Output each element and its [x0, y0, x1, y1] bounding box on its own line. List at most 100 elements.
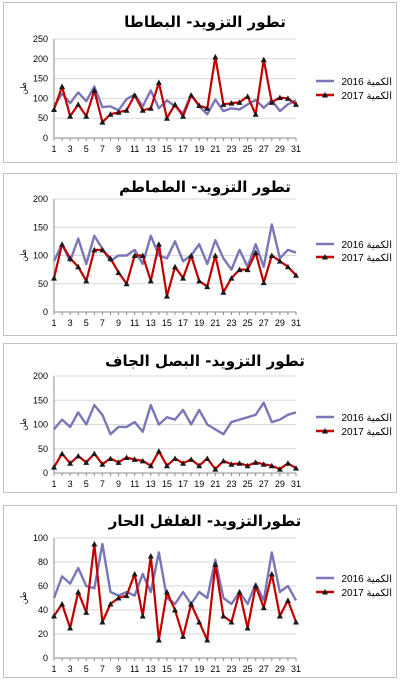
- data-point-2017: [284, 597, 291, 603]
- legend-marker-2017: [322, 254, 328, 260]
- data-point-2017: [155, 79, 162, 86]
- x-tick-label: 11: [130, 318, 139, 328]
- data-point-2017: [228, 100, 235, 106]
- x-tick-label: 17: [178, 664, 188, 674]
- data-point-2017: [99, 246, 106, 253]
- x-tick-label: 19: [194, 144, 204, 154]
- data-point-2017: [196, 102, 203, 109]
- data-point-2017: [284, 95, 291, 101]
- data-point-2017: [188, 601, 195, 607]
- y-tick-label: 150: [33, 222, 48, 232]
- x-tick-label: 7: [100, 144, 105, 154]
- x-tick-label: 9: [116, 318, 121, 328]
- data-point-2017: [91, 450, 98, 457]
- data-point-2017: [244, 266, 251, 273]
- data-point-2017: [75, 453, 82, 459]
- data-point-2017: [91, 541, 98, 547]
- data-point-2017: [115, 459, 122, 465]
- data-point-2017: [172, 263, 178, 270]
- data-point-2017: [244, 625, 251, 631]
- x-tick-label: 13: [146, 479, 156, 489]
- y-tick-label: 0: [43, 307, 48, 317]
- data-point-2017: [204, 455, 211, 461]
- x-tick-label: 15: [162, 479, 172, 489]
- y-tick-label: 100: [33, 251, 48, 261]
- legend-label-2016: الكمية 2016: [341, 77, 392, 88]
- data-point-2017: [244, 462, 251, 469]
- y-tick-label: 60: [38, 581, 48, 591]
- data-point-2017: [236, 266, 243, 273]
- legend-label-2017: الكمية 2017: [341, 588, 392, 599]
- x-tick-label: 13: [146, 318, 156, 328]
- x-tick-label: 25: [243, 664, 253, 674]
- data-point-2017: [212, 466, 219, 472]
- y-axis-label: طن: [19, 249, 28, 261]
- data-point-2017: [147, 553, 154, 559]
- legend-label-2016: الكمية 2016: [341, 574, 392, 585]
- x-tick-label: 13: [146, 144, 156, 154]
- data-point-2017: [268, 252, 275, 258]
- legend-label-2017: الكمية 2017: [341, 427, 392, 438]
- x-tick-label: 23: [226, 479, 236, 489]
- data-point-2017: [83, 277, 90, 284]
- data-point-2017: [67, 460, 74, 466]
- data-point-2017: [139, 252, 146, 258]
- x-tick-label: 7: [100, 479, 105, 489]
- x-tick-label: 21: [210, 664, 220, 674]
- data-point-2017: [220, 457, 227, 464]
- data-point-2017: [123, 454, 130, 460]
- data-point-2017: [115, 595, 122, 601]
- data-point-2017: [139, 457, 146, 464]
- data-point-2017: [99, 461, 106, 467]
- x-tick-label: 21: [210, 144, 220, 154]
- data-point-2017: [107, 601, 114, 607]
- chart-svg: تطورالتزويد- الفلفل الحار 0 20 40 60 80 100 طن 1…: [19, 512, 392, 674]
- x-tick-label: 11: [130, 664, 139, 674]
- data-point-2017: [293, 272, 299, 278]
- x-tick-label: 1: [51, 664, 56, 674]
- y-tick-label: 250: [33, 34, 48, 44]
- x-tick-label: 27: [259, 318, 269, 328]
- data-point-2017: [67, 255, 74, 261]
- data-point-2017: [188, 92, 195, 98]
- x-tick-label: 29: [275, 318, 285, 328]
- chart-title: تطورالتزويد- الفلفل الحار: [108, 512, 302, 530]
- data-point-2017: [67, 625, 74, 631]
- data-point-2017: [131, 252, 138, 258]
- data-point-2017: [212, 561, 219, 567]
- data-point-2017: [252, 583, 259, 589]
- x-tick-label: 15: [162, 318, 172, 328]
- data-point-2017: [276, 94, 283, 101]
- x-tick-label: 9: [116, 144, 121, 154]
- data-point-2017: [236, 589, 243, 595]
- data-point-2017: [284, 460, 291, 466]
- legend-label-2016: الكمية 2016: [341, 240, 392, 251]
- data-point-2017: [276, 613, 283, 619]
- x-tick-label: 25: [243, 144, 253, 154]
- data-point-2017: [236, 460, 243, 466]
- y-tick-label: 100: [33, 420, 48, 430]
- x-tick-label: 1: [51, 318, 56, 328]
- data-point-2017: [293, 101, 299, 107]
- data-point-2017: [51, 613, 57, 619]
- data-point-2017: [204, 283, 211, 290]
- chart-title: تطور التزويد- البصل الجاف: [105, 352, 305, 370]
- data-point-2017: [131, 92, 138, 98]
- y-tick-label: 200: [33, 371, 48, 381]
- data-point-2017: [75, 589, 82, 595]
- legend-marker-2017: [322, 92, 328, 98]
- x-tick-label: 23: [226, 664, 236, 674]
- legend-marker-2017: [322, 589, 328, 595]
- x-tick-label: 27: [259, 479, 269, 489]
- series-line-2016: [53, 401, 297, 436]
- data-point-2017: [67, 113, 74, 119]
- data-point-2017: [139, 613, 146, 619]
- data-point-2017: [228, 461, 235, 467]
- legend-label-2017: الكمية 2017: [341, 91, 392, 102]
- x-tick-label: 25: [243, 318, 253, 328]
- x-tick-label: 5: [84, 318, 89, 328]
- x-tick-label: 7: [100, 318, 105, 328]
- series-line-2016: [52, 223, 297, 271]
- data-point-2017: [163, 115, 170, 121]
